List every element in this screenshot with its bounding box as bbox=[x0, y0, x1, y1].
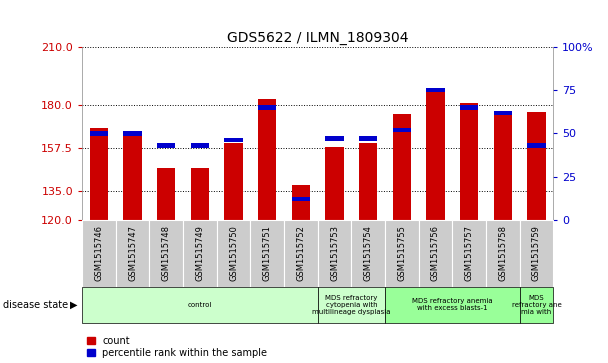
Bar bbox=[224, 143, 243, 220]
Text: GSM1515749: GSM1515749 bbox=[195, 225, 204, 281]
Bar bbox=[123, 131, 142, 220]
Text: MDS
refractory ane
mia with: MDS refractory ane mia with bbox=[511, 295, 561, 315]
Bar bbox=[393, 128, 411, 132]
Bar bbox=[191, 143, 209, 148]
Text: MDS refractory anemia
with excess blasts-1: MDS refractory anemia with excess blasts… bbox=[412, 298, 492, 311]
Bar bbox=[393, 114, 411, 220]
Bar bbox=[258, 99, 277, 220]
Bar bbox=[292, 185, 310, 220]
Bar bbox=[191, 168, 209, 220]
Text: GSM1515752: GSM1515752 bbox=[296, 225, 305, 281]
Text: GSM1515751: GSM1515751 bbox=[263, 225, 272, 281]
Text: GSM1515757: GSM1515757 bbox=[465, 225, 474, 281]
Bar bbox=[460, 105, 478, 110]
Bar bbox=[494, 111, 512, 115]
Bar bbox=[359, 136, 378, 141]
Text: ▶: ▶ bbox=[70, 300, 77, 310]
Text: GSM1515746: GSM1515746 bbox=[94, 225, 103, 281]
Legend: count, percentile rank within the sample: count, percentile rank within the sample bbox=[87, 336, 268, 358]
Bar bbox=[89, 131, 108, 135]
Bar bbox=[258, 105, 277, 110]
Bar bbox=[157, 168, 176, 220]
Text: disease state: disease state bbox=[3, 300, 68, 310]
Bar bbox=[325, 136, 344, 141]
Text: GSM1515754: GSM1515754 bbox=[364, 225, 373, 281]
Text: MDS refractory
cytopenia with
multilineage dysplasia: MDS refractory cytopenia with multilinea… bbox=[312, 295, 390, 315]
Text: GSM1515747: GSM1515747 bbox=[128, 225, 137, 281]
Text: control: control bbox=[188, 302, 212, 308]
Bar bbox=[494, 112, 512, 220]
Bar bbox=[527, 143, 546, 148]
Bar bbox=[325, 147, 344, 220]
Title: GDS5622 / ILMN_1809304: GDS5622 / ILMN_1809304 bbox=[227, 31, 409, 45]
Bar bbox=[157, 143, 176, 148]
Bar bbox=[292, 197, 310, 201]
Bar bbox=[123, 131, 142, 135]
Bar bbox=[460, 103, 478, 220]
Text: GSM1515753: GSM1515753 bbox=[330, 225, 339, 281]
Text: GSM1515759: GSM1515759 bbox=[532, 225, 541, 281]
Bar bbox=[359, 143, 378, 220]
Bar bbox=[426, 88, 444, 93]
Text: GSM1515755: GSM1515755 bbox=[397, 225, 406, 281]
Bar bbox=[426, 89, 444, 220]
Bar bbox=[224, 138, 243, 142]
Bar bbox=[89, 128, 108, 220]
Text: GSM1515750: GSM1515750 bbox=[229, 225, 238, 281]
Text: GSM1515748: GSM1515748 bbox=[162, 225, 171, 281]
Text: GSM1515756: GSM1515756 bbox=[431, 225, 440, 281]
Text: GSM1515758: GSM1515758 bbox=[499, 225, 507, 281]
Bar bbox=[527, 112, 546, 220]
